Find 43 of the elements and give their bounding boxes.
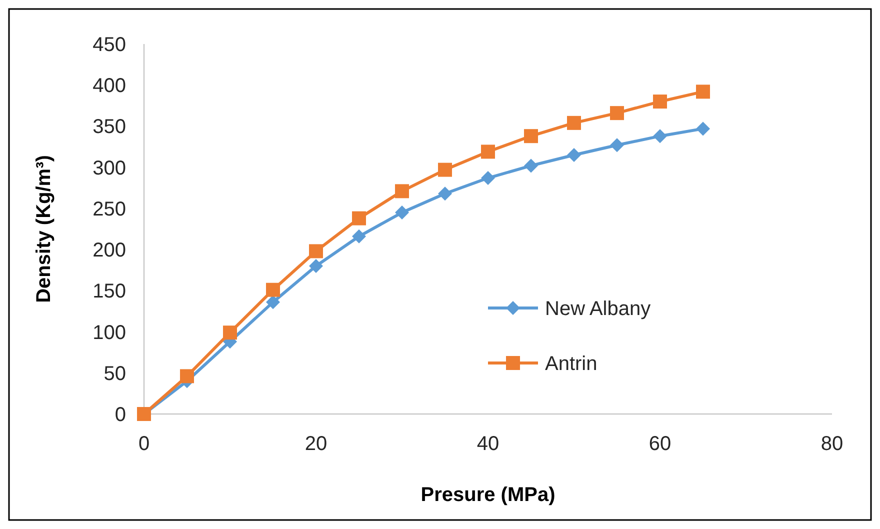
point xyxy=(610,106,624,120)
point xyxy=(567,148,581,162)
point xyxy=(481,171,495,186)
point xyxy=(524,129,538,144)
x-axis-title: Presure (MPa) xyxy=(420,484,556,506)
point xyxy=(180,369,194,384)
point xyxy=(481,144,495,159)
point xyxy=(309,259,323,273)
y-tick-label: 100 xyxy=(92,322,126,344)
point xyxy=(395,184,409,198)
point xyxy=(309,244,323,258)
x-tick-label: 40 xyxy=(476,433,500,455)
point xyxy=(696,84,710,99)
x-tick-label: 80 xyxy=(820,433,844,455)
x-tick-label: 0 xyxy=(138,433,150,455)
y-tick-label: 400 xyxy=(92,75,126,98)
point xyxy=(610,138,624,152)
y-tick-label: 450 xyxy=(92,34,126,56)
point xyxy=(653,94,667,109)
point xyxy=(266,295,280,310)
y-tick-label: 250 xyxy=(92,198,126,220)
y-tick-label: 0 xyxy=(114,404,126,426)
point xyxy=(653,129,667,144)
y-axis-title: Density (Kg/m³) xyxy=(33,155,55,303)
point xyxy=(352,229,366,244)
x-tick-label: 20 xyxy=(304,433,328,455)
point xyxy=(567,116,581,130)
point xyxy=(438,162,452,177)
legend-label: New Albany xyxy=(545,298,651,320)
point xyxy=(524,158,538,173)
legend-label: Antrin xyxy=(545,353,598,375)
y-tick-label: 200 xyxy=(92,240,126,262)
x-tick-label: 60 xyxy=(648,433,672,455)
point xyxy=(395,206,409,220)
point xyxy=(352,211,366,226)
point xyxy=(696,122,710,136)
point xyxy=(438,186,452,201)
point xyxy=(223,326,237,340)
point xyxy=(266,282,280,297)
y-tick-label: 150 xyxy=(92,280,126,303)
y-tick-label: 350 xyxy=(92,116,126,138)
y-tick-label: 300 xyxy=(92,157,126,180)
y-tick-label: 50 xyxy=(104,362,126,385)
